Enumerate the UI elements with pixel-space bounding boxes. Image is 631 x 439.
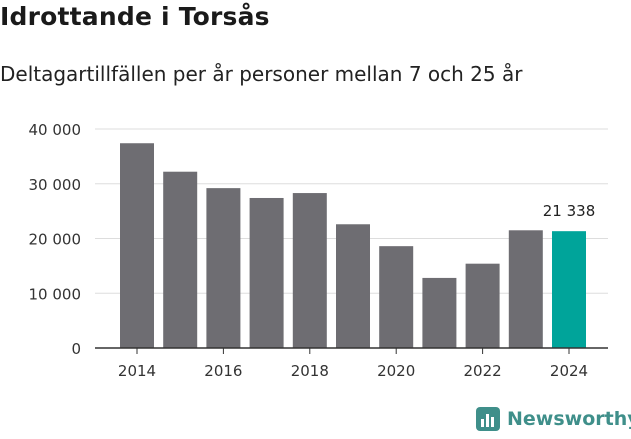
- bar-2019: [336, 224, 370, 348]
- bar-2014: [120, 143, 154, 348]
- x-tick-label: 2014: [118, 362, 156, 380]
- bar-2022: [465, 263, 500, 348]
- bar-2017: [249, 197, 284, 348]
- bar-2024: [552, 231, 586, 348]
- y-tick-label: 40 000: [29, 121, 82, 139]
- x-tick-label: 2018: [291, 362, 329, 380]
- bar-2016: [206, 188, 241, 348]
- value-label: 21 338: [543, 202, 596, 220]
- y-axis-ticks: 0 10 000 20 000 30 000 40 000: [29, 121, 82, 358]
- y-tick-label: 20 000: [29, 231, 82, 249]
- y-tick-label: 10 000: [29, 285, 82, 303]
- x-tick-label: 2016: [204, 362, 242, 380]
- y-tick-label: 0: [71, 340, 81, 358]
- bar-2023: [508, 230, 543, 348]
- x-tick-label: 2022: [464, 362, 502, 380]
- bars: [120, 143, 586, 348]
- brand-logo: Newsworthy: [475, 406, 631, 432]
- x-tick-label: 2020: [377, 362, 415, 380]
- bar-2020: [379, 246, 414, 348]
- x-axis: 2014 2016 2018 2020 2022 2024: [95, 347, 608, 380]
- bar-2021: [422, 277, 457, 348]
- newsworthy-icon: [476, 407, 500, 431]
- chart-title: Idrottande i Torsås: [0, 2, 270, 31]
- annotations: 21 338: [543, 202, 596, 220]
- brand-name: Newsworthy: [507, 408, 631, 430]
- bar-2018: [292, 193, 327, 348]
- chart-subtitle: Deltagartillfällen per år personer mella…: [0, 62, 523, 86]
- bar-2015: [163, 171, 198, 348]
- x-tick-label: 2024: [550, 362, 588, 380]
- y-tick-label: 30 000: [29, 176, 82, 194]
